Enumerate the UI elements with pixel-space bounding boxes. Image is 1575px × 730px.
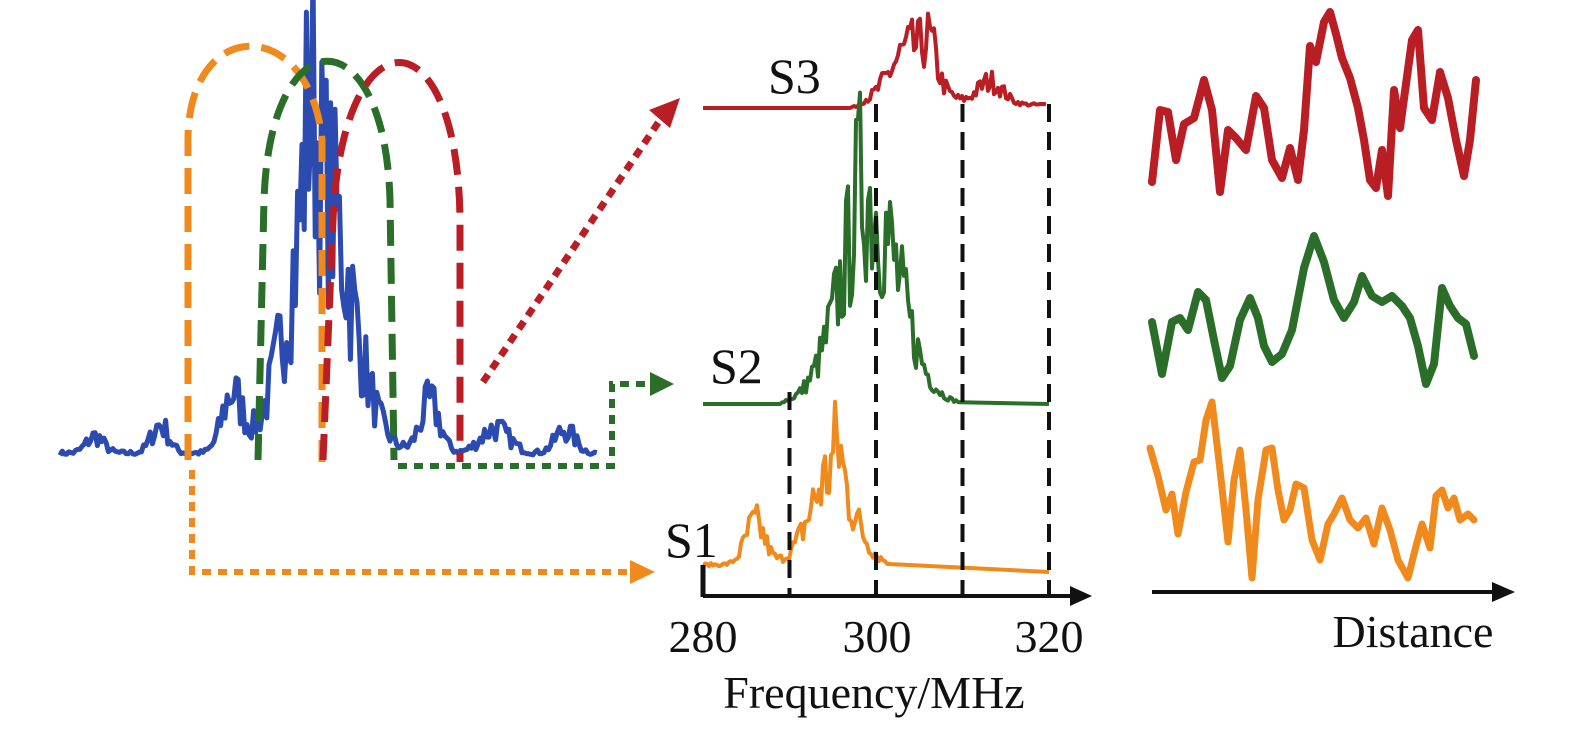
route-arrowhead-s2 [650,372,674,396]
frequency-axis-title: Frequency/MHz [723,667,1024,718]
distance-profile-s2 [1148,232,1478,388]
filter-window-s1 [184,42,326,462]
spectrum-s1-trace [701,399,1050,574]
routing-arrows [189,98,680,584]
frequency-tick-320: 320 [1015,611,1084,662]
distance-axis-title: Distance [1333,606,1494,657]
spectrum-s2-trace [703,90,1050,406]
route-arrowhead-s1 [630,560,655,584]
distance-profiles-panel: Distance [1146,8,1515,657]
distance-profile-s1 [1146,398,1478,582]
distance-profile-s3 [1148,8,1480,200]
route-arrow-s1 [189,470,630,575]
route-arrow-s3 [480,118,663,384]
split-spectra-panel: S3 S2 S1 280 300 320 Frequency/MHz [665,11,1092,718]
distance-axis-arrowhead [1492,582,1515,602]
signal-label-s2: S2 [710,338,763,394]
spectrum-s3-trace [703,11,1047,110]
frequency-tick-300: 300 [843,611,912,662]
frequency-tick-280: 280 [669,611,738,662]
band-edge-lines [787,104,1051,596]
original-spectrum-panel [57,0,598,462]
route-arrowhead-s3 [649,98,680,128]
filter-window-s3 [319,59,464,462]
frequency-axis-arrowhead [1070,586,1092,606]
signal-label-s3: S3 [768,48,821,104]
signal-label-s1: S1 [665,512,718,568]
filter-window-s2 [254,58,398,461]
original-spectrum-trace [57,0,598,458]
